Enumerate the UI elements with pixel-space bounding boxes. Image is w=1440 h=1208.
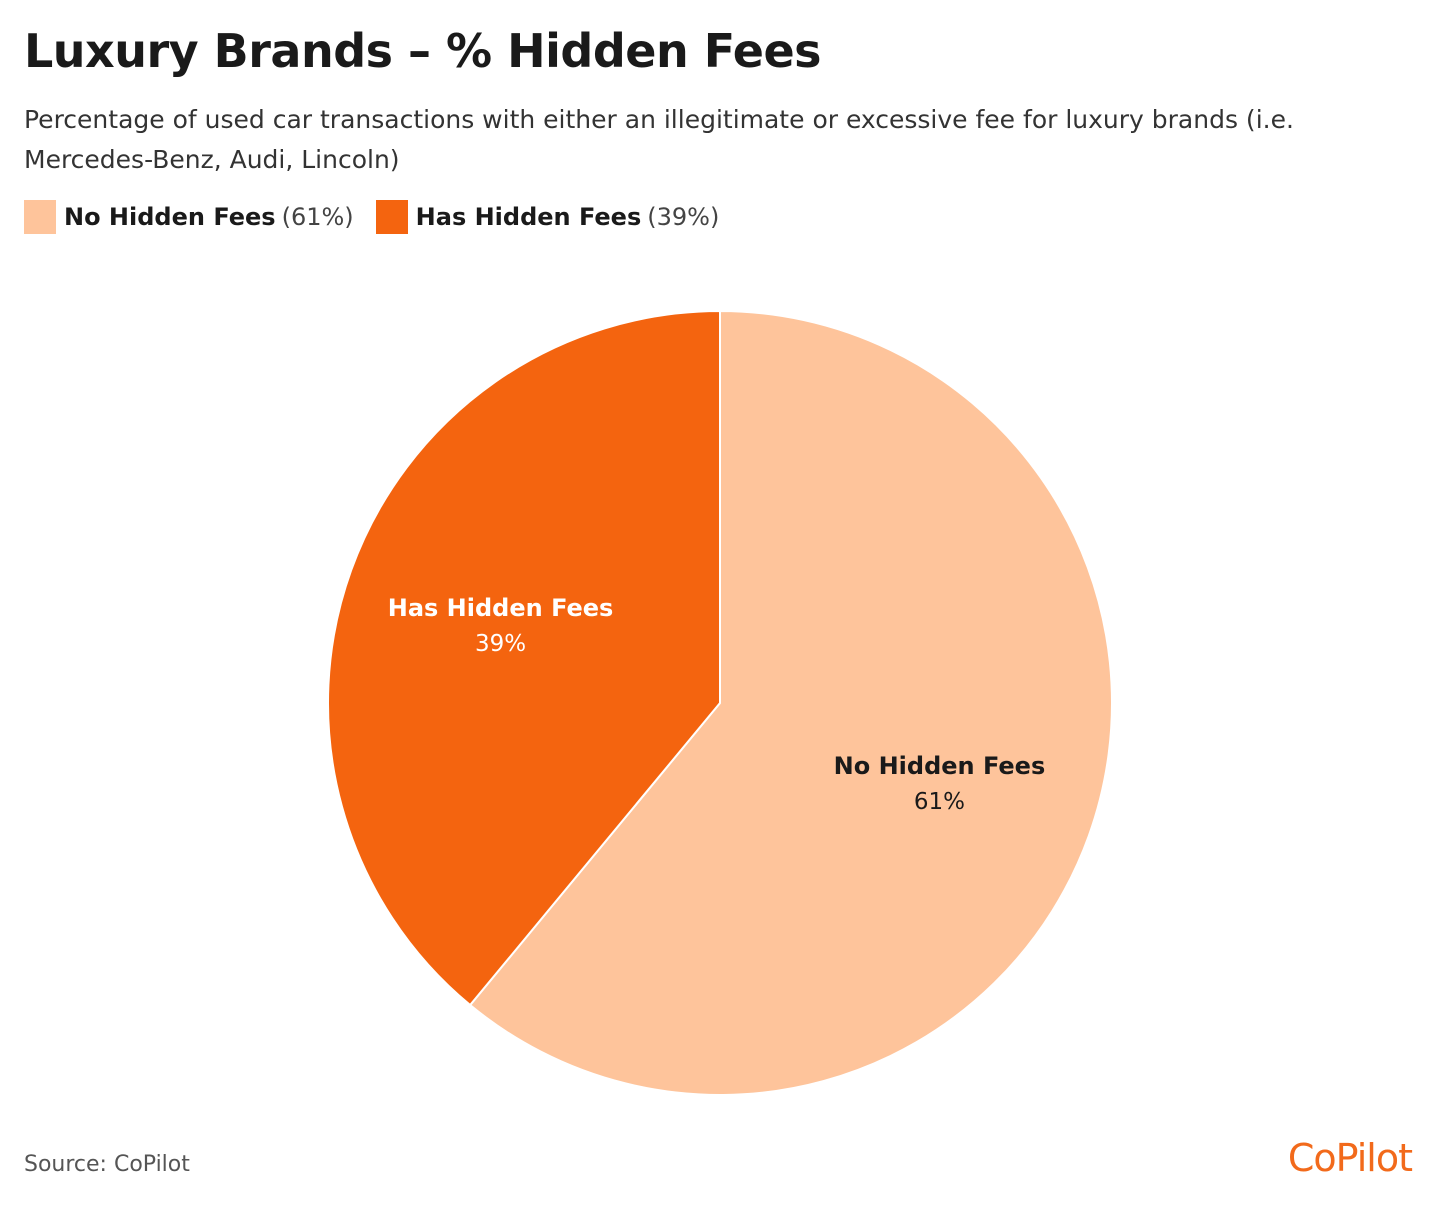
pie-slice-has-hidden-fees xyxy=(327,309,721,1007)
legend-label: No Hidden Fees xyxy=(64,203,276,231)
pie-slice-no-hidden-fees xyxy=(468,309,1113,1096)
slice-value-label: 61% xyxy=(914,789,965,815)
slice-value-label: 39% xyxy=(475,631,526,657)
copilot-logo: CoPilot xyxy=(1287,1136,1413,1180)
legend: No Hidden Fees (61%) Has Hidden Fees (39… xyxy=(24,200,741,234)
legend-percent: (61%) xyxy=(281,203,354,231)
legend-swatch xyxy=(24,200,56,234)
legend-label: Has Hidden Fees xyxy=(415,203,642,231)
legend-item-has-hidden-fees: Has Hidden Fees (39%) xyxy=(375,200,720,234)
slice-label: Has Hidden Fees xyxy=(388,594,614,622)
chart-title: Luxury Brands – % Hidden Fees xyxy=(24,24,822,78)
chart-subtitle: Percentage of used car transactions with… xyxy=(24,105,1294,174)
legend-percent: (39%) xyxy=(647,203,720,231)
slice-label: No Hidden Fees xyxy=(834,752,1046,780)
source-note: Source: CoPilot xyxy=(24,1152,190,1177)
legend-swatch xyxy=(375,200,408,234)
legend-item-no-hidden-fees: No Hidden Fees (61%) xyxy=(24,200,354,234)
